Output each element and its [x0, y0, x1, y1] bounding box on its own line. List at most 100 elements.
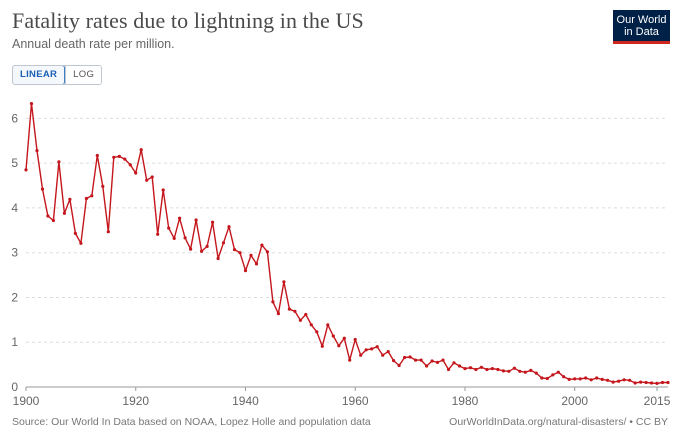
data-point	[271, 300, 275, 304]
data-point	[183, 236, 187, 240]
scale-toggle: LINEAR LOG	[12, 65, 103, 85]
data-point	[194, 218, 198, 222]
logo-line-2: in Data	[624, 26, 659, 38]
data-point	[128, 163, 132, 167]
log-scale-button[interactable]: LOG	[65, 66, 102, 84]
data-point	[287, 307, 291, 311]
x-tick-label: 2000	[561, 394, 588, 408]
data-point	[628, 378, 632, 382]
data-point	[639, 380, 643, 384]
data-point	[375, 345, 379, 349]
data-point	[507, 369, 511, 373]
data-point	[578, 377, 582, 381]
chart-subtitle: Annual death rate per million.	[12, 37, 175, 51]
data-point	[150, 175, 154, 179]
data-point	[282, 280, 286, 284]
data-point	[660, 380, 665, 385]
data-point	[304, 312, 308, 317]
data-point	[595, 376, 599, 380]
data-point	[501, 369, 505, 373]
data-point	[534, 371, 538, 375]
data-point	[145, 178, 149, 182]
data-point	[51, 218, 56, 223]
data-point	[315, 330, 319, 334]
data-point	[134, 171, 138, 175]
data-point	[337, 344, 341, 348]
data-point	[463, 367, 467, 371]
data-point	[364, 348, 368, 352]
data-point	[441, 358, 445, 362]
data-point	[260, 243, 264, 247]
data-point	[106, 230, 110, 234]
data-point	[320, 344, 324, 348]
source-note: Source: Our World In Data based on NOAA,…	[12, 416, 371, 428]
data-point	[359, 353, 363, 357]
x-tick-label: 1920	[122, 394, 149, 408]
data-point	[243, 269, 248, 273]
data-point	[529, 368, 533, 372]
data-point	[386, 350, 390, 354]
data-point	[622, 378, 626, 382]
data-point	[221, 241, 226, 245]
data-point	[62, 211, 66, 215]
data-point	[435, 360, 440, 364]
data-point	[370, 347, 374, 351]
data-point	[562, 375, 566, 379]
y-tick-label: 5	[11, 156, 18, 170]
data-point	[348, 358, 352, 362]
data-point	[249, 253, 253, 257]
data-point	[90, 194, 94, 198]
data-point	[95, 153, 99, 158]
data-point	[326, 323, 330, 327]
y-tick-label: 1	[11, 335, 18, 349]
data-point	[573, 377, 577, 381]
data-point	[540, 376, 544, 380]
data-point	[353, 337, 357, 342]
data-point	[617, 379, 621, 383]
y-tick-label: 2	[11, 290, 18, 304]
linear-scale-button[interactable]: LINEAR	[13, 66, 66, 84]
data-point	[161, 188, 165, 192]
data-point	[73, 231, 77, 235]
data-point	[156, 232, 160, 236]
data-point	[512, 366, 517, 370]
data-point	[606, 378, 610, 382]
data-point	[392, 359, 396, 363]
x-tick-label: 1940	[232, 394, 259, 408]
data-point	[468, 366, 473, 370]
x-tick-label: 1980	[452, 394, 479, 408]
y-tick-label: 6	[11, 111, 18, 125]
data-point	[496, 367, 500, 372]
data-point	[172, 236, 176, 240]
data-point	[189, 247, 193, 251]
data-point	[24, 168, 28, 172]
data-point	[205, 244, 209, 248]
data-point	[342, 336, 346, 340]
data-point	[545, 376, 549, 381]
owid-logo[interactable]: Our World in Data	[613, 10, 670, 44]
data-point	[112, 155, 116, 159]
y-tick-label: 3	[11, 246, 18, 260]
data-point	[79, 241, 83, 245]
y-tick-label: 0	[11, 380, 18, 394]
data-point	[35, 149, 39, 153]
data-point	[232, 248, 237, 252]
data-point	[211, 220, 215, 224]
data-point	[298, 318, 302, 322]
data-point	[589, 378, 593, 382]
data-point	[117, 154, 121, 158]
data-point	[200, 249, 204, 253]
data-point	[178, 216, 182, 220]
data-point	[666, 380, 670, 385]
x-tick-label: 1960	[342, 394, 369, 408]
data-point	[101, 184, 105, 188]
data-point	[139, 148, 143, 152]
data-point	[254, 262, 259, 266]
data-point	[474, 367, 478, 372]
x-tick-label: 1900	[13, 394, 40, 408]
data-point	[518, 369, 522, 373]
data-point	[490, 367, 494, 371]
data-point	[611, 380, 615, 384]
license-note[interactable]: OurWorldInData.org/natural-disasters/ • …	[449, 416, 668, 428]
data-point	[523, 370, 527, 374]
